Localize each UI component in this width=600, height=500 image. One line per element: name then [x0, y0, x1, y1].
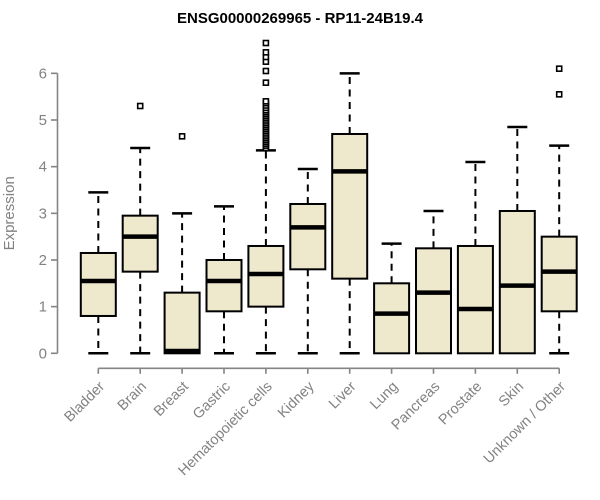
y-tick-label: 1: [39, 299, 47, 316]
box-breast: [163, 291, 201, 355]
box-pancreas: [415, 247, 452, 355]
box-lung: [373, 282, 411, 355]
x-tick-label-liver: Liver: [326, 379, 360, 413]
outlier-unknown-other: [555, 91, 563, 98]
outlier-hematopoietic-cells: [262, 79, 270, 86]
outlier-unknown-other: [555, 65, 563, 72]
x-tick-label-breast: Breast: [151, 379, 192, 420]
y-tick-label: 6: [39, 65, 47, 82]
box-kidney: [289, 202, 327, 271]
box-hematopoietic-cells: [247, 244, 285, 308]
outlier-hematopoietic-cells: [262, 39, 270, 47]
y-axis-title: Expression: [1, 176, 18, 250]
box-liver: [331, 132, 369, 280]
outlier-hematopoietic-cells: [262, 98, 270, 105]
outlier-brain: [136, 102, 144, 110]
box-brain: [121, 214, 159, 273]
x-tick-label-prostate: Prostate: [436, 379, 485, 428]
box-prostate: [456, 244, 494, 355]
y-tick-label: 4: [39, 159, 47, 176]
x-tick-label-kidney: Kidney: [275, 378, 318, 421]
box-gastric: [205, 258, 243, 313]
box-unknown-other: [540, 235, 578, 313]
y-tick-label: 5: [39, 112, 47, 129]
x-tick-label-lung: Lung: [367, 379, 401, 413]
outlier-hematopoietic-cells: [262, 67, 270, 75]
box-bladder: [79, 251, 117, 317]
chart-title: ENSG00000269965 - RP11-24B19.4: [176, 10, 423, 27]
x-tick-label-bladder: Bladder: [61, 379, 108, 426]
outlier-breast: [178, 133, 186, 140]
y-tick-label: 0: [39, 345, 47, 362]
box-skin: [498, 209, 536, 355]
y-tick-label: 3: [39, 205, 47, 222]
x-tick-label-skin: Skin: [496, 379, 527, 410]
y-tick-label: 2: [39, 252, 47, 269]
x-tick-label-brain: Brain: [115, 379, 150, 414]
outlier-hematopoietic-cells: [262, 49, 270, 56]
